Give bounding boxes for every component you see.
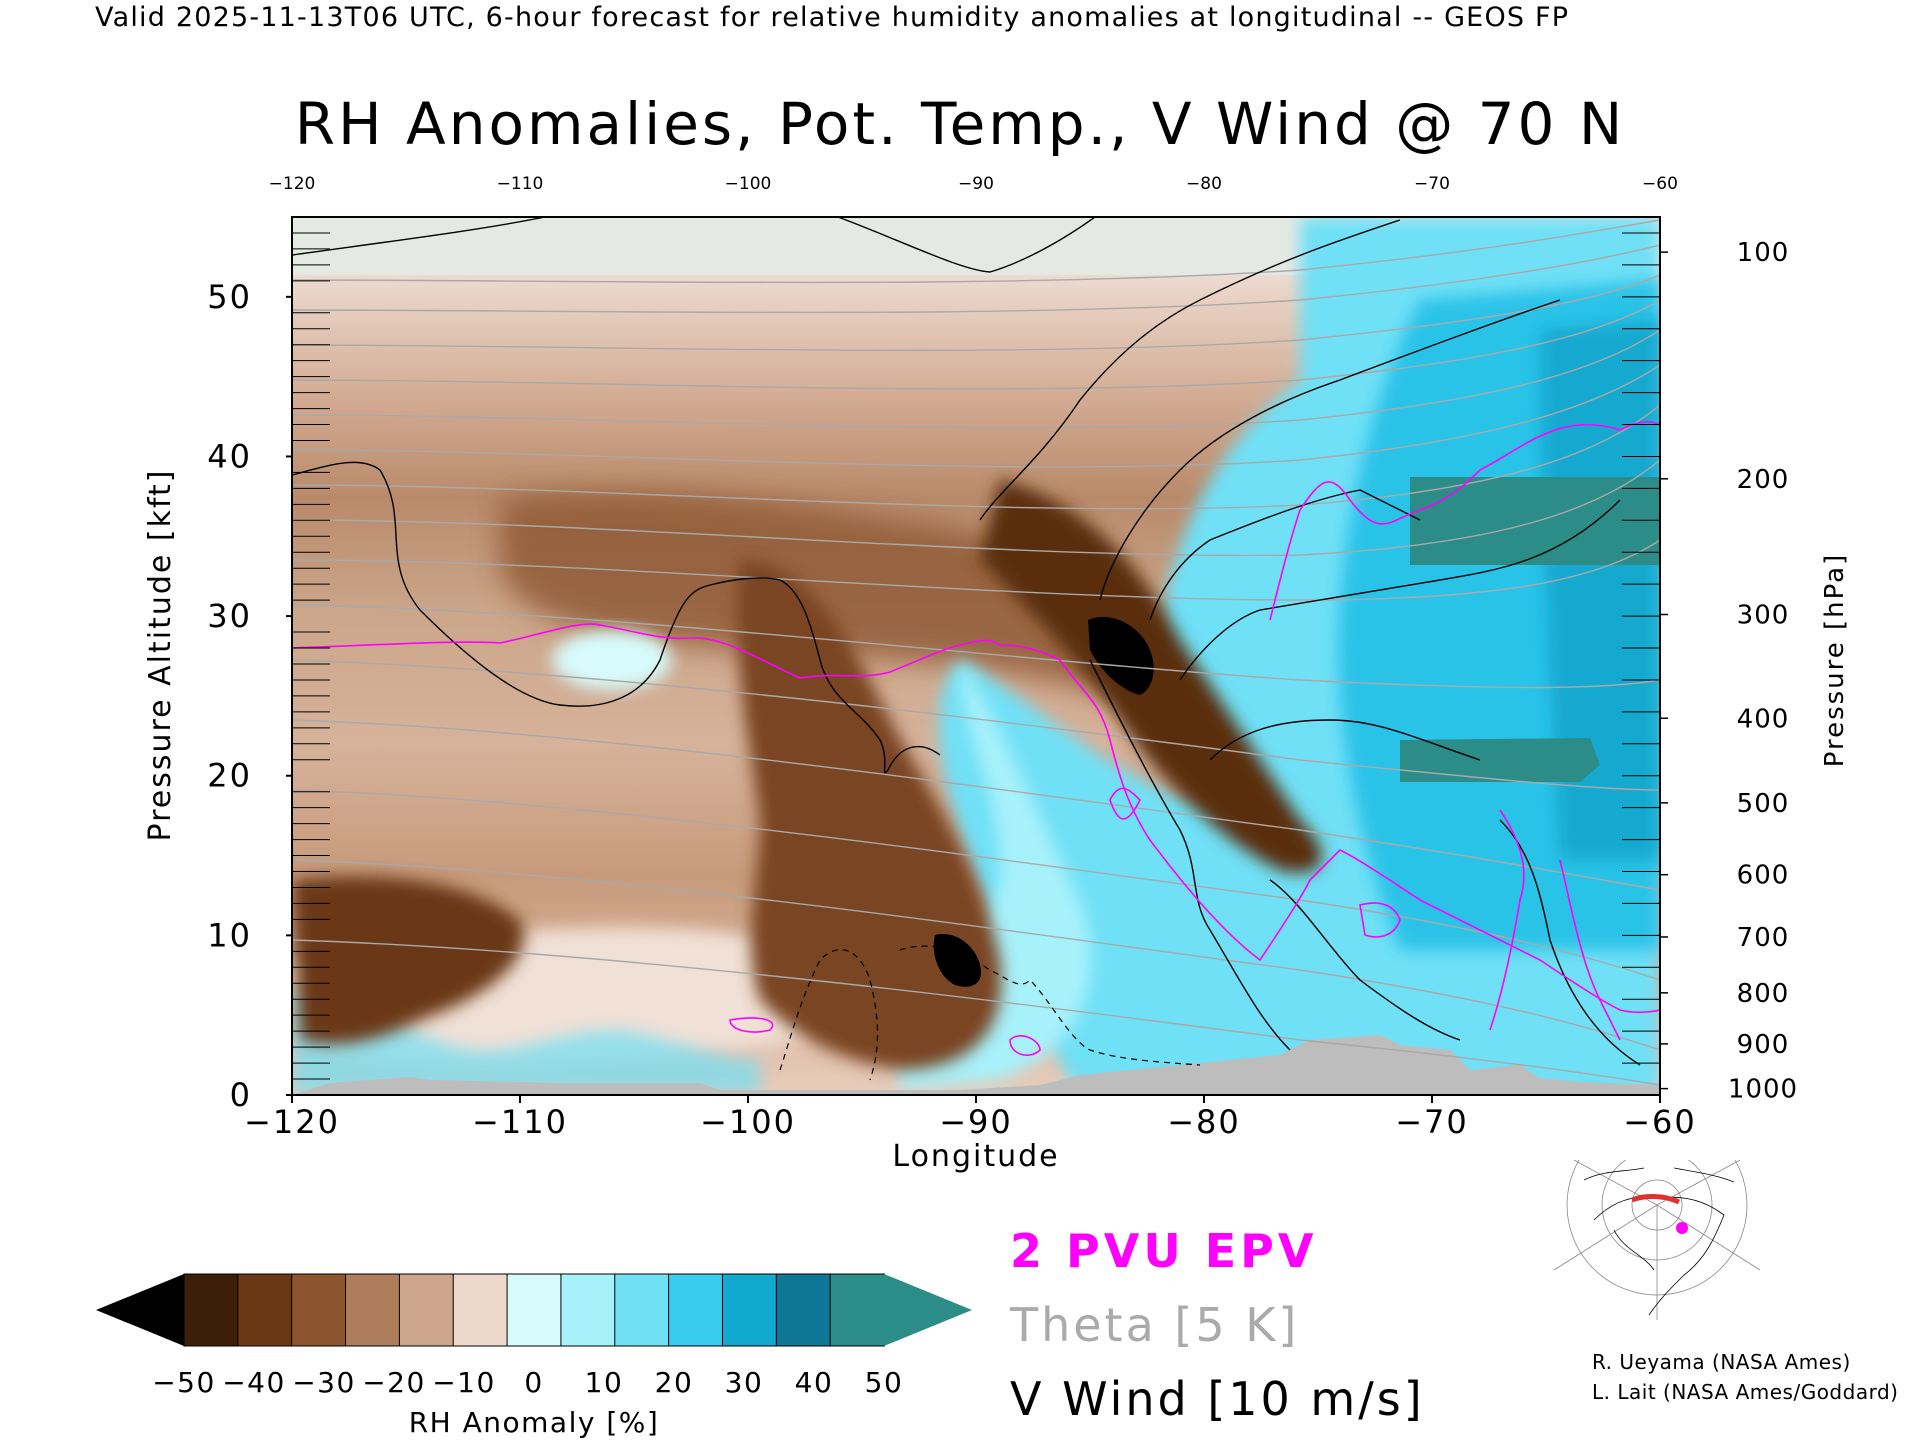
x-axis-bottom: −120 −110 −100 −90 −80 −70 −60 [244, 1095, 1697, 1141]
y-tick-label: 0 [230, 1076, 252, 1114]
x-tick-label: −70 [1395, 1103, 1469, 1141]
epv-contours [292, 420, 1660, 1056]
y-axis-left: 0 10 20 30 40 50 [207, 216, 330, 1114]
valid-time-caption: Valid 2025-11-13T06 UTC, 6-hour forecast… [95, 2, 1570, 33]
pressure-tick-label: 300 [1737, 600, 1790, 630]
x-tick-label: −90 [939, 1103, 1013, 1141]
pressure-tick-label: 900 [1737, 1030, 1790, 1060]
colorbar-swatch [398, 1273, 455, 1347]
colorbar-tick-label: 50 [865, 1366, 904, 1399]
x-tick-label: −120 [244, 1103, 340, 1141]
colorbar-swatch [345, 1273, 401, 1347]
colorbar-tick-label: −30 [292, 1366, 356, 1399]
x-axis-label: Longitude [892, 1139, 1059, 1174]
colorbar-tick-label: −20 [362, 1366, 426, 1399]
colorbar-below-arrow [96, 1274, 184, 1346]
colorbar-swatch [291, 1273, 347, 1347]
colorbar-swatch [183, 1273, 239, 1347]
x-top-tick-label: −120 [269, 174, 316, 194]
pressure-tick-label: 500 [1737, 789, 1790, 819]
colorbar-swatch [829, 1273, 886, 1347]
y-tick-label: 40 [207, 437, 252, 475]
colorbar-swatch [668, 1273, 724, 1347]
y-tick-label: 20 [207, 757, 252, 795]
colorbar-above-arrow [884, 1274, 972, 1346]
colorbar-swatch [614, 1273, 670, 1347]
pressure-tick-label: 400 [1737, 704, 1790, 734]
y-tick-label: 30 [207, 597, 252, 635]
credit-line-1: R. Ueyama (NASA Ames) [1592, 1350, 1851, 1374]
x-top-tick-label: −60 [1642, 174, 1678, 194]
colorbar-swatch [560, 1273, 616, 1347]
colorbar-tick-label: −40 [222, 1366, 286, 1399]
colorbar-swatch [506, 1273, 562, 1347]
x-tick-label: −60 [1623, 1103, 1697, 1141]
colorbar-tick-label: 0 [524, 1366, 543, 1399]
pressure-tick-label: 1000 [1728, 1075, 1798, 1105]
legend-theta: Theta [5 K] [1010, 1298, 1300, 1352]
colorbar-swatch [452, 1273, 509, 1347]
colorbar-tick-label: −50 [152, 1366, 216, 1399]
x-tick-label: −80 [1167, 1103, 1241, 1141]
chart-title: RH Anomalies, Pot. Temp., V Wind @ 70 N [294, 90, 1626, 158]
x-axis-top: −120 −110 −100 −90 −80 −70 −60 [269, 174, 1678, 194]
x-tick-label: −110 [472, 1103, 568, 1141]
colorbar-swatch [775, 1273, 832, 1347]
y-tick-label: 50 [207, 278, 252, 316]
locator-map-icon [1554, 1160, 1760, 1320]
pressure-tick-label: 800 [1737, 979, 1790, 1009]
topography-mask [292, 1035, 1660, 1095]
vwind-contours [292, 217, 1641, 1066]
legend-vwind: V Wind [10 m/s] [1010, 1372, 1425, 1426]
x-top-tick-label: −70 [1414, 174, 1450, 194]
rh-anomaly-field [292, 217, 1660, 1095]
x-top-tick-label: −80 [1186, 174, 1222, 194]
y-axis-right-label: Pressure [hPa] [1820, 553, 1850, 768]
colorbar-swatch [721, 1273, 778, 1347]
y-axis-right: 100 200 300 400 500 600 700 800 900 1000 [1622, 232, 1798, 1105]
y-tick-label: 10 [207, 916, 252, 954]
pressure-tick-label: 200 [1737, 465, 1790, 495]
x-top-tick-label: −110 [497, 174, 544, 194]
x-tick-label: −100 [700, 1103, 796, 1141]
legend-epv: 2 PVU EPV [1010, 1224, 1318, 1278]
pressure-tick-label: 100 [1737, 238, 1790, 268]
pressure-tick-label: 700 [1737, 923, 1790, 953]
colorbar-label: RH Anomaly [%] [409, 1406, 660, 1439]
colorbar-tick-label: 20 [655, 1366, 694, 1399]
x-top-tick-label: −100 [725, 174, 772, 194]
colorbar: −50 −40 −30 −20 −10 0 10 20 30 40 50 [96, 1273, 972, 1399]
negative-vwind-contours [779, 945, 1201, 1081]
credit-line-2: L. Lait (NASA Ames/Goddard) [1592, 1380, 1899, 1404]
colorbar-tick-label: 10 [585, 1366, 624, 1399]
pressure-tick-label: 600 [1737, 861, 1790, 891]
colorbar-tick-label: 40 [795, 1366, 834, 1399]
colorbar-tick-label: 30 [725, 1366, 764, 1399]
y-axis-left-label: Pressure Altitude [kft] [143, 469, 178, 842]
colorbar-tick-label: −10 [432, 1366, 496, 1399]
theta-contours [292, 219, 1660, 1086]
colorbar-swatch [237, 1273, 293, 1347]
x-top-tick-label: −90 [958, 174, 994, 194]
